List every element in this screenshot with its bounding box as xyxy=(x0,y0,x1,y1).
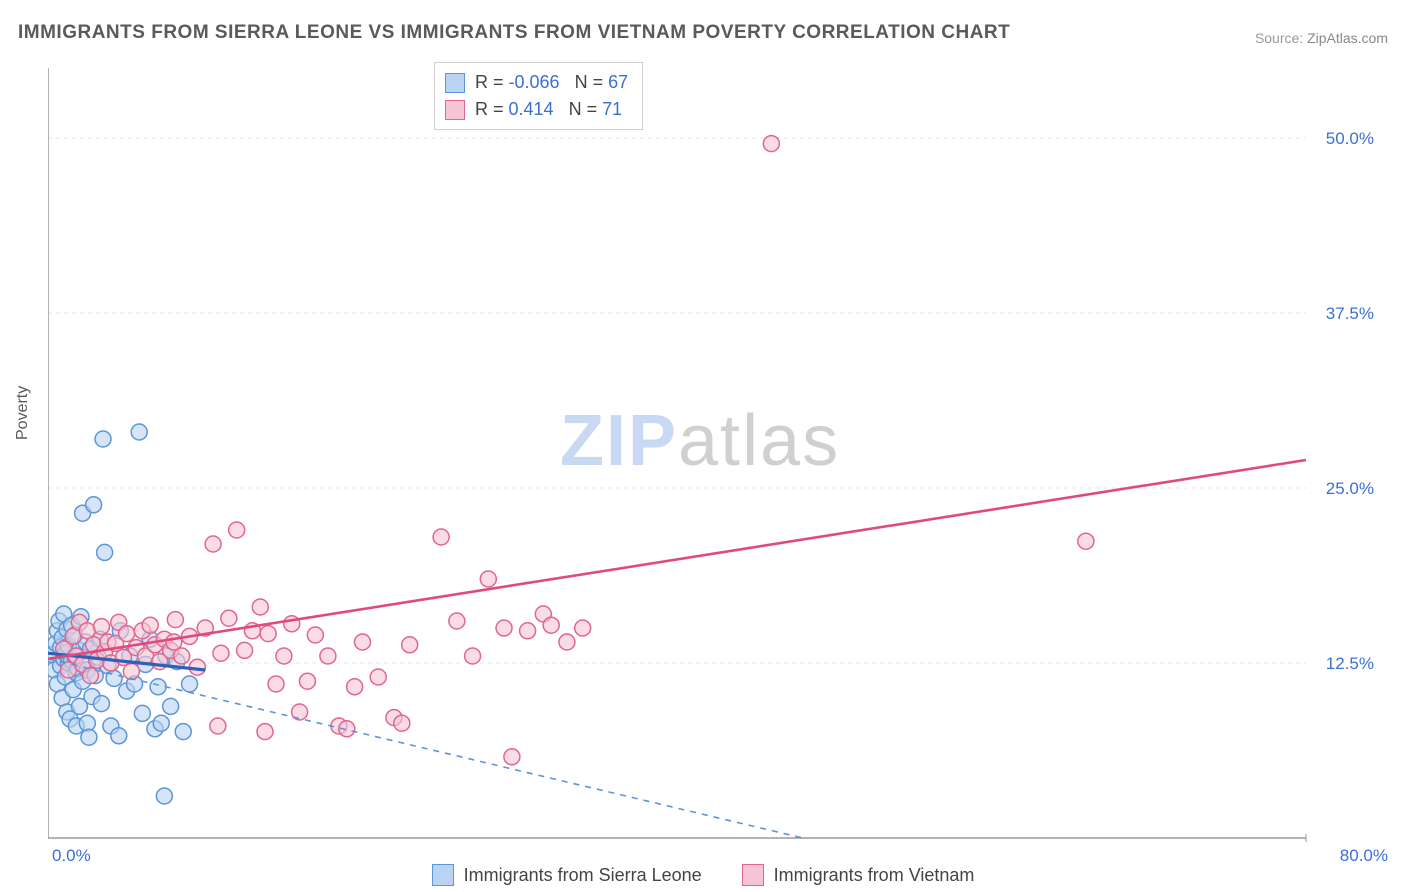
stats-row: R = 0.414 N = 71 xyxy=(445,96,628,123)
stats-text: R = 0.414 N = 71 xyxy=(475,96,622,123)
legend-swatch xyxy=(432,864,454,886)
svg-text:37.5%: 37.5% xyxy=(1326,304,1374,323)
source-value: ZipAtlas.com xyxy=(1307,30,1388,46)
source-label: Source: xyxy=(1255,30,1303,46)
stats-row: R = -0.066 N = 67 xyxy=(445,69,628,96)
scatter-chart: 12.5% 25.0% 37.5% 50.0% xyxy=(48,60,1378,850)
bottom-legend: Immigrants from Sierra Leone Immigrants f… xyxy=(0,858,1406,892)
stats-legend-box: R = -0.066 N = 67R = 0.414 N = 71 xyxy=(434,62,643,130)
source-attribution: Source: ZipAtlas.com xyxy=(1255,30,1388,46)
stats-text: R = -0.066 N = 67 xyxy=(475,69,628,96)
legend-swatch xyxy=(742,864,764,886)
x-axis-origin-label: 0.0% xyxy=(52,846,91,866)
legend-item: Immigrants from Sierra Leone xyxy=(432,858,702,892)
y-axis-label: Poverty xyxy=(14,386,32,440)
x-axis-max-label: 80.0% xyxy=(1340,846,1388,866)
svg-text:12.5%: 12.5% xyxy=(1326,654,1374,673)
legend-label: Immigrants from Vietnam xyxy=(774,865,975,886)
chart-title: IMMIGRANTS FROM SIERRA LEONE VS IMMIGRAN… xyxy=(18,22,1010,44)
legend-swatch xyxy=(445,73,465,93)
legend-label: Immigrants from Sierra Leone xyxy=(464,865,702,886)
legend-swatch xyxy=(445,100,465,120)
legend-item: Immigrants from Vietnam xyxy=(742,858,975,892)
svg-text:50.0%: 50.0% xyxy=(1326,129,1374,148)
svg-text:25.0%: 25.0% xyxy=(1326,479,1374,498)
